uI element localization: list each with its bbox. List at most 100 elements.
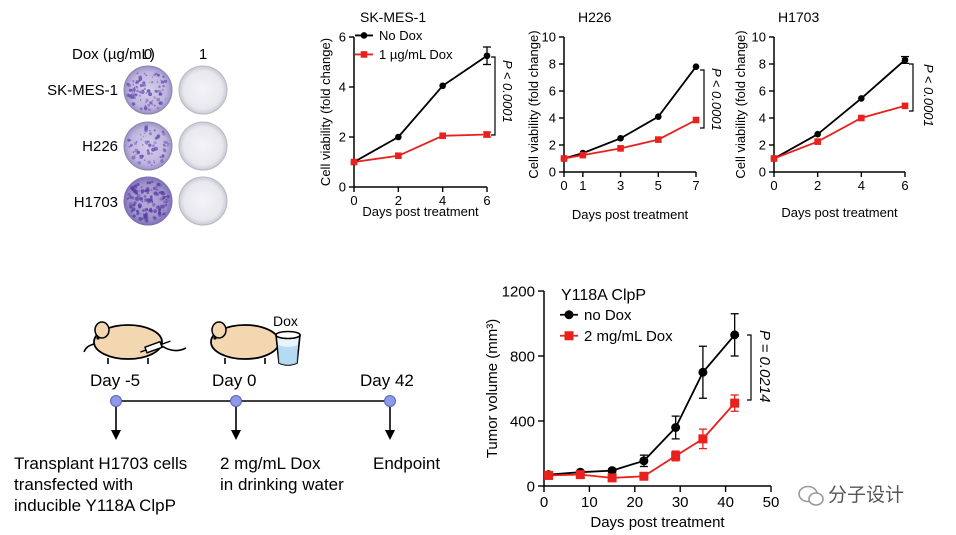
x-tick-label: 0: [770, 178, 777, 193]
data-point: [617, 134, 624, 142]
data-point: [483, 52, 491, 60]
significance-bracket: [747, 334, 752, 401]
significance-bracket: [909, 63, 914, 112]
y-tick-label: 6: [549, 84, 556, 99]
series-1: [544, 394, 740, 483]
data-point: [698, 367, 708, 377]
timeline-marker-day-0: [230, 395, 242, 440]
timeline-marker-day-42: [384, 395, 396, 440]
colony-well-h226-untreated: [123, 121, 173, 171]
y-axis-label: Cell viability (fold change): [733, 30, 748, 178]
colony-well-h1703-untreated: [123, 176, 173, 226]
colony-well-skmes1-dox: [178, 65, 228, 115]
data-point: [901, 102, 909, 110]
p-value-label: P = 0.0214: [756, 330, 773, 402]
y-tick-label: 1200: [502, 283, 535, 300]
x-tick-label: 6: [901, 178, 908, 193]
data-point: [654, 136, 662, 143]
colony-row-label-skmes1: SK-MES-1: [47, 82, 118, 99]
timeline-description-endpoint: Endpoint: [373, 454, 440, 473]
colony-row-label-h1703: H1703: [74, 194, 118, 211]
y-tick-label: 6: [339, 30, 346, 45]
timeline-day-minus5: Day -5: [90, 371, 140, 390]
y-tick-label: 0: [527, 478, 535, 495]
water-cup-icon: [275, 330, 301, 366]
p-value-label: P < 0.0001: [921, 64, 936, 127]
data-point: [901, 56, 909, 64]
data-point: [439, 82, 446, 90]
x-tick-label: 10: [581, 494, 598, 511]
legend-label: 2 mg/mL Dox: [584, 328, 673, 345]
data-point: [395, 152, 402, 160]
x-tick-label: 2: [395, 193, 402, 208]
y-tick-label: 0: [339, 180, 346, 195]
data-point: [858, 95, 865, 102]
data-point: [544, 470, 554, 480]
p-value-label: P < 0.0001: [500, 60, 515, 123]
x-tick-label: 4: [439, 193, 446, 208]
legend-marker: [360, 51, 368, 58]
x-tick-label: 0: [560, 178, 567, 193]
legend-item-0: No Dox: [355, 28, 423, 43]
x-tick-label: 1: [579, 178, 586, 193]
y-tick-label: 8: [549, 57, 556, 72]
data-point: [350, 158, 358, 166]
significance-bracket: [491, 56, 496, 136]
x-tick-label: 7: [692, 178, 699, 193]
y-tick-label: 4: [549, 111, 556, 126]
colony-well-skmes1-untreated: [123, 65, 173, 115]
data-point: [814, 138, 821, 145]
timeline-description-dox: 2 mg/mL Dox in drinking water: [220, 454, 344, 494]
y-tick-label: 10: [542, 30, 556, 45]
timeline-marker-day-minus5: [110, 395, 122, 440]
series-line: [353, 133, 488, 163]
x-axis-label: Days post treatment: [590, 514, 725, 531]
data-point: [639, 456, 649, 466]
data-point: [730, 398, 740, 408]
chart-title: H226: [578, 9, 612, 25]
x-tick-label: 0: [350, 193, 357, 208]
conc-label-0: 0: [144, 46, 152, 63]
syringe-icon: [140, 340, 171, 354]
significance-bracket: [700, 69, 705, 129]
y-tick-label: 10: [752, 30, 766, 45]
x-tick-label: 20: [626, 494, 643, 511]
chart-title: SK-MES-1: [360, 9, 426, 25]
legend-marker: [564, 310, 574, 320]
legend-item-1: 2 mg/mL Dox: [560, 328, 673, 345]
series-line: [353, 55, 488, 163]
data-point: [483, 131, 491, 138]
legend-label: No Dox: [379, 28, 423, 43]
data-point: [858, 114, 865, 122]
x-tick-label: 4: [858, 178, 865, 193]
legend-marker: [360, 32, 368, 39]
x-tick-label: 40: [717, 494, 734, 511]
x-tick-label: 50: [763, 494, 780, 511]
x-tick-label: 2: [814, 178, 821, 193]
colony-well-h1703-dox: [178, 176, 228, 226]
series-0: [770, 55, 909, 162]
series-line: [773, 59, 906, 160]
data-point: [814, 130, 821, 138]
x-axis-label: Days post treatment: [572, 207, 689, 222]
series-line: [773, 104, 906, 160]
conc-label-1: 1: [199, 46, 207, 63]
wechat-icon: [798, 485, 824, 506]
legend-marker: [564, 331, 574, 341]
x-axis-label: Days post treatment: [362, 204, 479, 219]
y-axis-label: Cell viability (fold change): [318, 38, 333, 186]
series-1: [770, 102, 909, 162]
x-tick-label: 30: [672, 494, 689, 511]
data-point: [654, 113, 662, 120]
data-point: [639, 471, 649, 481]
data-point: [698, 434, 708, 444]
data-point: [560, 155, 568, 162]
chart-3: 0 10 20 30 40 50 0 400 800 1200 Y118A ClpP Days pos…: [484, 283, 779, 531]
y-tick-label: 2: [339, 130, 346, 145]
y-axis-label: Tumor volume (mm³): [484, 319, 501, 458]
series-1: [560, 116, 700, 162]
legend-label: no Dox: [584, 307, 632, 324]
y-tick-label: 2: [549, 138, 556, 153]
